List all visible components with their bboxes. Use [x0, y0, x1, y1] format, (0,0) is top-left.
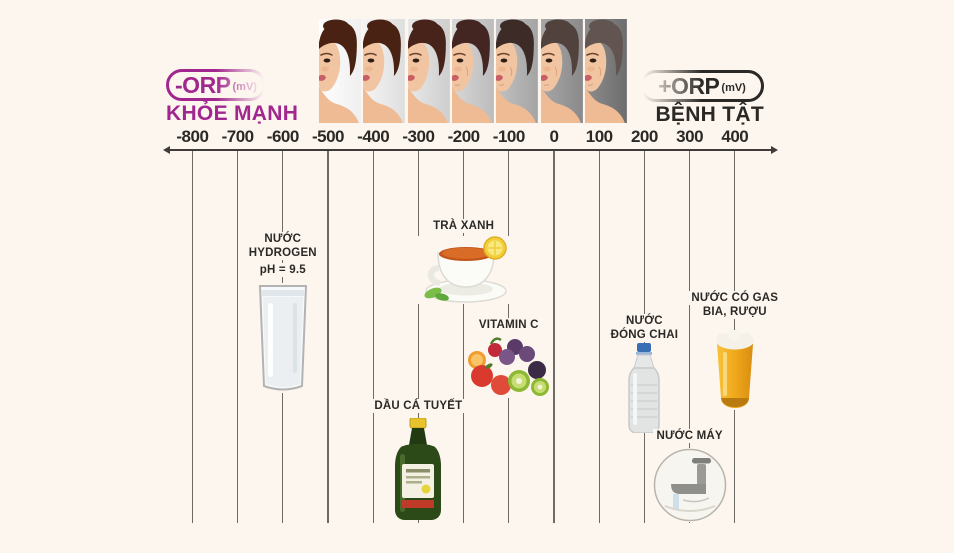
cod-liver-oil-label: DẦU CÁ TUYẾT — [353, 399, 483, 413]
tick-label--200: -200 — [447, 127, 481, 146]
woman-half-face-icon — [452, 19, 494, 123]
aging-face-panel-2 — [363, 19, 406, 123]
hydrogen-water-sub-label: pH = 9.5 — [256, 263, 309, 277]
label-line: NƯỚC MÁY — [653, 429, 726, 443]
tick-label--800: -800 — [176, 127, 209, 146]
tap-water-image — [652, 448, 727, 522]
negative-orp-badge: -ORP (mV) — [165, 68, 267, 102]
label-line: DẦU CÁ TUYẾT — [371, 399, 466, 413]
woman-half-face-icon — [363, 19, 406, 123]
label-line: NƯỚC — [623, 314, 666, 328]
scale-item-cod-liver-oil: DẦU CÁ TUYẾT — [353, 399, 483, 520]
tick-label-100: 100 — [585, 127, 613, 146]
cod-liver-oil-image — [389, 418, 448, 520]
grid-line--300 — [417, 151, 419, 523]
green-tea-label: TRÀ XANH — [399, 219, 529, 233]
aging-face-panel-6 — [540, 19, 583, 123]
grid-line--200 — [463, 151, 465, 523]
healthy-title: KHỎE MẠNH — [166, 102, 299, 125]
tick-label--600: -600 — [266, 127, 300, 146]
axis-right-arrow-icon — [771, 145, 778, 154]
grid-line-100 — [598, 151, 600, 523]
grid-line-300 — [689, 151, 691, 523]
positive-orp-label: +ORP — [658, 72, 720, 99]
label-line: NƯỚC CÓ GAS — [688, 291, 782, 305]
carbonated-drinks-beer-alcohol-image — [709, 330, 760, 410]
positive-orp-badge: +ORP (mV) — [639, 69, 765, 103]
label-line: HYDROGEN — [245, 246, 320, 260]
tick-label-400: 400 — [721, 127, 749, 146]
label-line: BIA, RƯỢU — [699, 305, 770, 319]
aging-face-panel-4 — [452, 19, 494, 123]
vitamin-c-label: VITAMIN C — [444, 318, 574, 332]
bottled-water-image — [621, 343, 668, 433]
scale-item-hydrogen-water: NƯỚC HYDROGEN pH = 9.5 — [218, 232, 348, 393]
green-tea-image — [415, 236, 512, 304]
label-line: ĐÓNG CHAI — [607, 328, 682, 342]
hydrogen-water-label: NƯỚC HYDROGEN pH = 9.5 — [218, 232, 348, 277]
axis-left-arrow-icon — [163, 145, 170, 154]
grid-line--400 — [372, 151, 374, 523]
aging-face-panel-7 — [585, 19, 628, 123]
tick-label--500: -500 — [311, 127, 345, 146]
label-line: NƯỚC — [261, 232, 305, 246]
woman-half-face-icon — [540, 19, 583, 123]
negative-orp-unit: (mV) — [232, 81, 257, 93]
tick-label--700: -700 — [221, 127, 255, 146]
tick-label-200: 200 — [630, 127, 658, 146]
grid-line--800 — [191, 151, 193, 523]
woman-half-face-icon — [319, 19, 361, 123]
vitamin-c-image — [464, 332, 553, 398]
woman-half-face-icon — [585, 19, 628, 123]
scale-item-green-tea: TRÀ XANH — [399, 219, 529, 304]
grid-line--500 — [327, 151, 329, 523]
label-line: TRÀ XANH — [430, 219, 498, 233]
scale-item-vitamin-c: VITAMIN C — [444, 318, 574, 398]
water-glass-icon — [258, 285, 307, 391]
cod-liver-oil-bottle-icon — [395, 418, 442, 520]
aging-faces-strip — [319, 19, 628, 123]
negative-orp-label: -ORP — [175, 71, 231, 98]
tick-label--100: -100 — [492, 127, 526, 146]
label-line: VITAMIN C — [475, 318, 542, 332]
tap-water-label: NƯỚC MÁY — [625, 429, 755, 443]
beer-glass-icon — [715, 330, 754, 408]
tap-water-faucet-icon — [653, 448, 726, 522]
tick-label--300: -300 — [402, 127, 435, 146]
scale-item-tap-water: NƯỚC MÁY — [625, 429, 755, 522]
aging-face-panel-3 — [407, 19, 450, 123]
disease-title: BỆNH TẬT — [655, 103, 764, 126]
orp-axis — [168, 149, 772, 151]
positive-orp-unit: (mV) — [721, 82, 746, 94]
tick-label-300: 300 — [676, 127, 704, 146]
carbonated-drinks-beer-alcohol-label: NƯỚC CÓ GAS BIA, RƯỢU — [670, 291, 800, 319]
aging-face-panel-1 — [319, 19, 361, 123]
grid-line--700 — [237, 151, 239, 523]
scale-item-carbonated-drinks-beer-alcohol: NƯỚC CÓ GAS BIA, RƯỢU — [670, 291, 800, 410]
plastic-water-bottle-icon — [628, 343, 661, 433]
tick-label--400: -400 — [357, 127, 390, 146]
vitamin-c-fruits-icon — [467, 337, 549, 396]
hydrogen-water-image — [254, 283, 311, 393]
woman-half-face-icon — [407, 19, 450, 123]
tea-cup-icon — [424, 236, 507, 303]
scale-item-bottled-water: NƯỚC ĐÓNG CHAI — [579, 314, 709, 433]
aging-face-panel-5 — [496, 19, 539, 123]
woman-half-face-icon — [496, 19, 539, 123]
bottled-water-label: NƯỚC ĐÓNG CHAI — [579, 314, 709, 342]
tick-label-0: 0 — [549, 127, 559, 146]
grid-line-0 — [553, 151, 555, 523]
